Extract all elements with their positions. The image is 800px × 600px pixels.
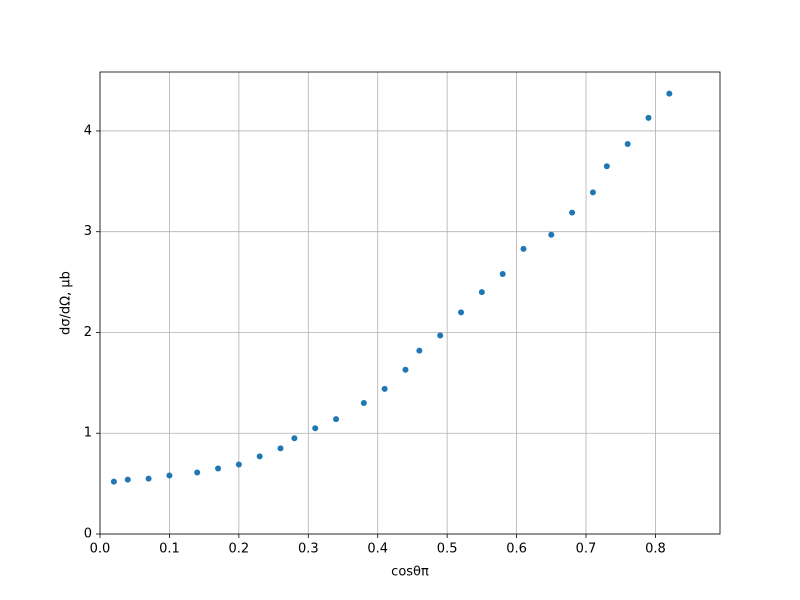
y-tick-label: 0 — [84, 527, 92, 542]
point — [256, 453, 263, 460]
point — [416, 347, 423, 354]
plot-frame — [99, 71, 721, 535]
point — [360, 400, 367, 407]
x-tick-label: 0.5 — [437, 542, 458, 557]
point — [381, 385, 388, 392]
x-tick-label: 0.1 — [159, 542, 180, 557]
point — [145, 475, 152, 482]
x-tick-label: 0.4 — [367, 542, 388, 557]
point — [402, 366, 409, 373]
x-tick-label: 0.2 — [229, 542, 250, 557]
point — [458, 309, 465, 316]
y-tick-label: 3 — [84, 224, 92, 239]
point — [277, 445, 284, 452]
point — [624, 141, 631, 148]
y-tick-label: 4 — [84, 123, 92, 138]
x-tick-label: 0.6 — [506, 542, 527, 557]
x-tick-label: 0.7 — [576, 542, 597, 557]
y-tick-label: 1 — [84, 426, 92, 441]
point — [645, 114, 652, 121]
point — [478, 289, 485, 296]
x-tick-label: 0.3 — [298, 542, 319, 557]
y-tick-label: 2 — [84, 325, 92, 340]
point — [603, 163, 610, 170]
x-axis-label: cosθπ — [391, 565, 429, 580]
point — [312, 425, 319, 432]
point — [235, 461, 242, 468]
point — [291, 435, 298, 442]
point — [437, 332, 444, 339]
point — [333, 416, 340, 423]
point — [166, 472, 173, 479]
point — [666, 90, 673, 97]
point — [520, 245, 527, 252]
point — [124, 476, 131, 483]
point — [215, 465, 222, 472]
x-tick-label: 0.8 — [645, 542, 666, 557]
point — [110, 478, 117, 485]
point — [569, 209, 576, 216]
y-axis-label: dσ/dΩ, μb — [59, 271, 74, 335]
point — [589, 189, 596, 196]
point — [194, 469, 201, 476]
point — [499, 271, 506, 278]
x-tick-label: 0.0 — [90, 542, 111, 557]
point — [548, 231, 555, 238]
